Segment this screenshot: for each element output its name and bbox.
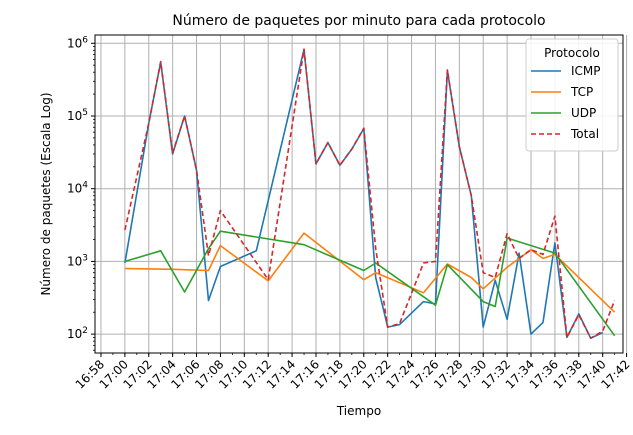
y-tick-label: 104 bbox=[67, 181, 88, 196]
y-axis-label: Número de paquetes (Escala Log) bbox=[39, 92, 53, 295]
plot-frame bbox=[94, 34, 624, 354]
series-line-udp bbox=[124, 230, 616, 337]
legend-box bbox=[525, 38, 619, 152]
legend-label-total: Total bbox=[570, 127, 599, 141]
y-tick-label: 106 bbox=[67, 35, 88, 50]
chart-title: Número de paquetes por minuto para cada … bbox=[172, 13, 545, 29]
series-line-total bbox=[124, 48, 616, 340]
series-line-tcp bbox=[124, 232, 616, 313]
legend-label-icmp: ICMP bbox=[571, 64, 601, 78]
y-tick-label: 105 bbox=[67, 108, 88, 123]
legend: Protocolo ICMP TCP UDP Total bbox=[525, 38, 619, 152]
x-axis-label: Tiempo bbox=[336, 404, 381, 418]
legend-items: ICMP TCP UDP Total bbox=[531, 64, 601, 141]
legend-title: Protocolo bbox=[544, 46, 600, 60]
x-axis-ticks: 16:5817:0017:0217:0417:0617:0817:1017:12… bbox=[73, 353, 633, 392]
legend-label-udp: UDP bbox=[571, 106, 596, 120]
grid bbox=[95, 35, 628, 353]
y-tick-label: 102 bbox=[67, 326, 88, 341]
legend-label-tcp: TCP bbox=[570, 85, 593, 99]
y-axis-ticks: 102 103 104 105 106 bbox=[67, 35, 95, 351]
y-tick-label: 103 bbox=[67, 253, 88, 268]
series-lines bbox=[124, 48, 616, 340]
